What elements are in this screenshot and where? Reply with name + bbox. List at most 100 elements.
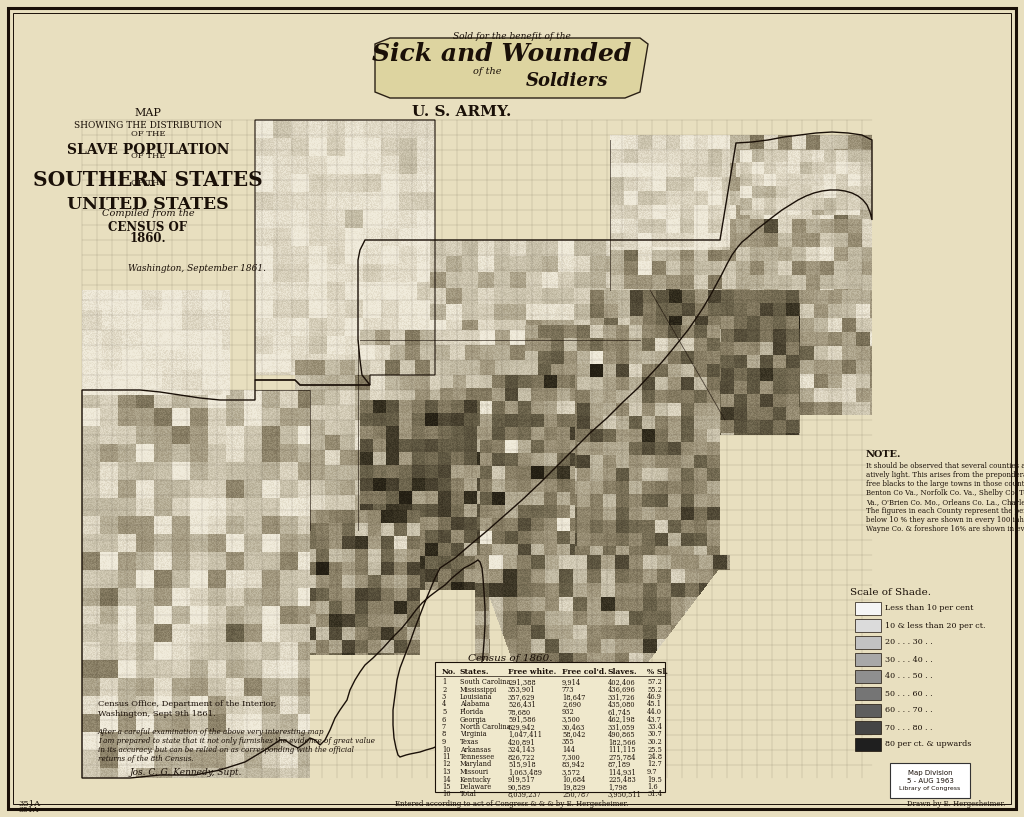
Text: 436,696: 436,696: [608, 685, 636, 694]
Text: 43.7: 43.7: [647, 716, 662, 724]
Text: Less than 10 per cent: Less than 10 per cent: [885, 605, 974, 613]
Text: Alabama: Alabama: [460, 700, 489, 708]
Text: 83,942: 83,942: [562, 761, 586, 769]
Text: 5 - AUG 1963: 5 - AUG 1963: [906, 778, 953, 784]
Text: OF THE: OF THE: [131, 130, 165, 138]
Text: 1,798: 1,798: [608, 783, 627, 791]
Text: 16: 16: [442, 791, 451, 798]
Text: 1,047,411: 1,047,411: [508, 730, 542, 739]
Text: returns of the 8th Census.: returns of the 8th Census.: [98, 755, 194, 763]
Text: 30,463: 30,463: [562, 723, 586, 731]
Text: 30 . . . 40 . .: 30 . . . 40 . .: [885, 655, 933, 663]
Text: 20 . . . 30 . .: 20 . . . 30 . .: [885, 639, 933, 646]
Text: 19.5: 19.5: [647, 775, 662, 784]
Text: below 10 % they are shown in every 100 inhabitants ticks.: below 10 % they are shown in every 100 i…: [866, 516, 1024, 524]
Text: Benton Co Va., Norfolk Co. Va., Shelby Co. Tenn., Hamilton Co.: Benton Co Va., Norfolk Co. Va., Shelby C…: [866, 489, 1024, 497]
Text: 8: 8: [442, 730, 446, 739]
Text: SHOWING THE DISTRIBUTION: SHOWING THE DISTRIBUTION: [74, 121, 222, 130]
Text: 12.7: 12.7: [647, 761, 662, 769]
Text: 6: 6: [442, 716, 446, 724]
Text: 773: 773: [562, 685, 574, 694]
Text: Virginia: Virginia: [460, 730, 486, 739]
Text: 275,784: 275,784: [608, 753, 636, 761]
Text: It should be observed that several counties appear compar-: It should be observed that several count…: [866, 462, 1024, 470]
Text: Free col'd.: Free col'd.: [562, 668, 607, 676]
Text: After a careful examination of the above very interesting map: After a careful examination of the above…: [98, 728, 325, 736]
Text: 355: 355: [562, 738, 574, 746]
Text: Delaware: Delaware: [460, 783, 493, 791]
Text: 324,143: 324,143: [508, 745, 536, 753]
Text: Free white.: Free white.: [508, 668, 556, 676]
Text: 591,586: 591,586: [508, 716, 536, 724]
Text: 80 per ct. & upwards: 80 per ct. & upwards: [885, 740, 972, 748]
Text: 60 . . . 70 . .: 60 . . . 70 . .: [885, 707, 933, 715]
Text: Library of Congress: Library of Congress: [899, 786, 961, 791]
Text: 78,680: 78,680: [508, 708, 531, 716]
Text: Washington, September 1861.: Washington, September 1861.: [128, 264, 266, 273]
Text: Louisiana: Louisiana: [460, 693, 493, 701]
Text: free blacks to the large towns in those counties, such as —: free blacks to the large towns in those …: [866, 480, 1024, 488]
Text: 12: 12: [442, 761, 451, 769]
Text: Compiled from the: Compiled from the: [101, 209, 195, 218]
Text: 40 . . . 50 . .: 40 . . . 50 . .: [885, 672, 933, 681]
Text: SLAVE POPULATION: SLAVE POPULATION: [67, 143, 229, 157]
Text: 10,684: 10,684: [562, 775, 586, 784]
Bar: [890, 763, 970, 798]
Text: 30.2: 30.2: [647, 738, 662, 746]
Text: 182,566: 182,566: [608, 738, 636, 746]
Text: 11: 11: [442, 753, 451, 761]
Text: 24.8: 24.8: [647, 753, 662, 761]
Text: 2: 2: [442, 685, 446, 694]
Text: 3,572: 3,572: [562, 768, 581, 776]
Text: Drawn by E. Hergesheimer.: Drawn by E. Hergesheimer.: [906, 800, 1005, 808]
Text: 10: 10: [442, 745, 451, 753]
Bar: [855, 738, 881, 751]
Text: 25.5: 25.5: [647, 745, 662, 753]
Text: 331,726: 331,726: [608, 693, 636, 701]
Text: No.: No.: [442, 668, 457, 676]
Bar: [855, 687, 881, 700]
Text: 351A: 351A: [18, 806, 38, 814]
Text: 5: 5: [442, 708, 446, 716]
Text: 9,914: 9,914: [562, 678, 582, 686]
Text: 331,059: 331,059: [608, 723, 636, 731]
Text: 526,431: 526,431: [508, 700, 536, 708]
Text: 1860.: 1860.: [130, 232, 166, 245]
Text: 9: 9: [442, 738, 446, 746]
Text: Mississippi: Mississippi: [460, 685, 498, 694]
Text: 357,629: 357,629: [508, 693, 536, 701]
Text: UNITED STATES: UNITED STATES: [68, 196, 228, 213]
Text: 50 . . . 60 . .: 50 . . . 60 . .: [885, 690, 933, 698]
Text: 919,517: 919,517: [508, 775, 536, 784]
Text: MAP: MAP: [134, 108, 162, 118]
Text: 13: 13: [442, 768, 451, 776]
Bar: [855, 619, 881, 632]
Text: 9.7: 9.7: [647, 768, 657, 776]
Text: 3,950,511: 3,950,511: [608, 791, 642, 798]
Text: Arkansas: Arkansas: [460, 745, 490, 753]
Bar: [855, 653, 881, 666]
Polygon shape: [375, 38, 648, 98]
Text: 10 & less than 20 per ct.: 10 & less than 20 per ct.: [885, 622, 985, 630]
Text: 114,931: 114,931: [608, 768, 636, 776]
Bar: [855, 602, 881, 615]
Text: 55.2: 55.2: [647, 685, 662, 694]
Text: 30.7: 30.7: [647, 730, 662, 739]
Text: Texas: Texas: [460, 738, 479, 746]
Text: 70 . . . 80 . .: 70 . . . 80 . .: [885, 724, 933, 731]
Text: 515,918: 515,918: [508, 761, 536, 769]
Text: 19,829: 19,829: [562, 783, 586, 791]
Text: 826,722: 826,722: [508, 753, 536, 761]
Text: 420,891: 420,891: [508, 738, 536, 746]
Text: 45.1: 45.1: [647, 700, 662, 708]
Text: I am prepared to state that it not only furnishes the evidence of great value: I am prepared to state that it not only …: [98, 737, 375, 745]
Text: Slaves.: Slaves.: [608, 668, 638, 676]
Text: 225,483: 225,483: [608, 775, 636, 784]
Text: Map Division: Map Division: [907, 770, 952, 776]
Text: 90,589: 90,589: [508, 783, 531, 791]
Text: Tennessee: Tennessee: [460, 753, 496, 761]
Text: Washington, Sept 9th 1861.: Washington, Sept 9th 1861.: [98, 710, 216, 718]
Text: 4: 4: [442, 700, 446, 708]
Bar: [855, 704, 881, 717]
Text: Entered according to act of Congress & & & by E. Hergesheimer.: Entered according to act of Congress & &…: [395, 800, 629, 808]
